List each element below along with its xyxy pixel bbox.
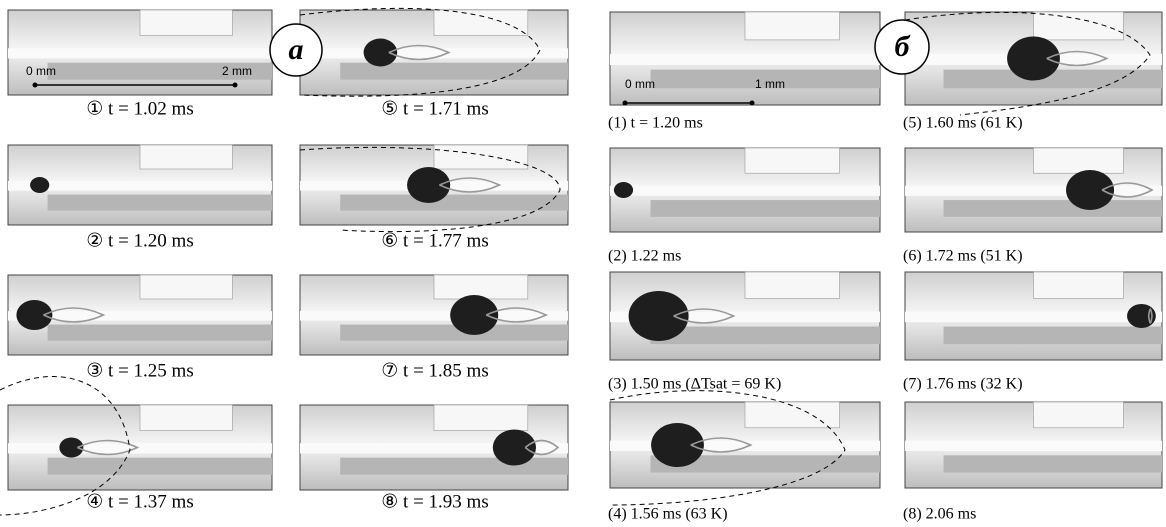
scale-label: 0 mm — [26, 64, 56, 78]
photo-frame — [905, 402, 1162, 488]
lower-plate — [340, 325, 568, 341]
photo-frame — [905, 272, 1162, 360]
panel-label: a — [289, 33, 304, 66]
photo-frame — [300, 10, 568, 95]
bubble — [614, 182, 633, 198]
lower-plate — [944, 327, 1162, 345]
caption: (4) 1.56 ms (63 K) — [608, 506, 728, 523]
lower-plate — [944, 455, 1162, 472]
lower-plate — [340, 458, 568, 475]
scale-end — [233, 83, 238, 88]
lower-plate — [48, 325, 272, 341]
scale-end — [750, 101, 755, 106]
photo-frame — [300, 405, 568, 490]
caption: ⑤ t = 1.71 ms — [381, 98, 488, 119]
caption: (3) 1.50 ms (ΔTsat = 69 K) — [608, 376, 781, 393]
caption: ③ t = 1.25 ms — [86, 360, 193, 381]
channel — [905, 186, 1162, 196]
bubble — [16, 300, 52, 330]
photo-frame — [905, 148, 1162, 232]
caption: (5) 1.60 ms (61 K) — [903, 115, 1023, 132]
caption: (8) 2.06 ms — [903, 506, 976, 523]
caption: ⑥ t = 1.77 ms — [381, 230, 488, 251]
lower-plate — [340, 195, 568, 211]
heater-block — [434, 10, 528, 36]
heater-block — [745, 148, 840, 173]
bubble — [407, 167, 450, 203]
heater-block — [1034, 148, 1124, 173]
scale-end — [33, 83, 38, 88]
channel — [610, 186, 880, 196]
heater-block — [434, 145, 528, 169]
bubble — [651, 423, 704, 467]
heater-block — [745, 272, 840, 298]
channel — [905, 312, 1162, 323]
caption: (2) 1.22 ms — [608, 248, 681, 265]
photo-frame — [610, 272, 880, 360]
channel — [8, 443, 272, 453]
lower-plate — [651, 200, 881, 217]
caption: ④ t = 1.37 ms — [86, 491, 193, 512]
bubble — [59, 438, 83, 458]
lower-plate — [48, 195, 272, 211]
bubble — [450, 295, 498, 335]
bubble — [1066, 170, 1114, 210]
scale-end — [623, 101, 628, 106]
bubble — [364, 39, 398, 67]
scale-label: 0 mm — [625, 77, 655, 91]
heater-block — [745, 12, 840, 40]
lower-plate — [48, 458, 272, 475]
lower-plate — [944, 200, 1162, 217]
lower-plate — [651, 327, 881, 345]
heater-block — [1034, 402, 1124, 428]
heater-block — [140, 275, 232, 299]
photo-frame — [610, 402, 880, 488]
channel — [905, 441, 1162, 451]
photo-frame — [8, 145, 272, 225]
channel — [8, 48, 272, 58]
caption: ① t = 1.02 ms — [86, 98, 193, 119]
heater-block — [434, 275, 528, 299]
heater-block — [1034, 12, 1124, 40]
photo-frame — [300, 145, 568, 225]
heater-block — [140, 405, 232, 431]
photo-frame — [610, 148, 880, 232]
bubble — [629, 291, 689, 341]
photo-frame — [300, 275, 568, 355]
channel — [300, 311, 568, 321]
channel — [610, 54, 880, 65]
photo-frame — [8, 275, 272, 355]
caption: ② t = 1.20 ms — [86, 230, 193, 251]
caption: ⑧ t = 1.93 ms — [381, 491, 488, 512]
caption: (6) 1.72 ms (51 K) — [903, 248, 1023, 265]
photo-frame — [8, 405, 272, 490]
photo-frame — [905, 12, 1162, 105]
caption: (7) 1.76 ms (32 K) — [903, 376, 1023, 393]
photo-frame — [8, 10, 272, 95]
bubble — [1007, 37, 1060, 81]
bubble — [493, 430, 536, 466]
bubble — [30, 177, 49, 193]
scale-label: 1 mm — [755, 77, 785, 91]
panel-label: б — [895, 30, 911, 63]
figure: ① t = 1.02 ms ② t = 1.20 ms ③ t = 1.25 ms ④… — [0, 0, 1166, 527]
scale-label: 2 mm — [222, 64, 252, 78]
heater-block — [434, 405, 528, 431]
caption: (1) t = 1.20 ms — [608, 115, 703, 132]
heater-block — [140, 145, 232, 169]
heater-block — [1034, 272, 1124, 298]
heater-block — [140, 10, 232, 36]
caption: ⑦ t = 1.85 ms — [381, 360, 488, 381]
